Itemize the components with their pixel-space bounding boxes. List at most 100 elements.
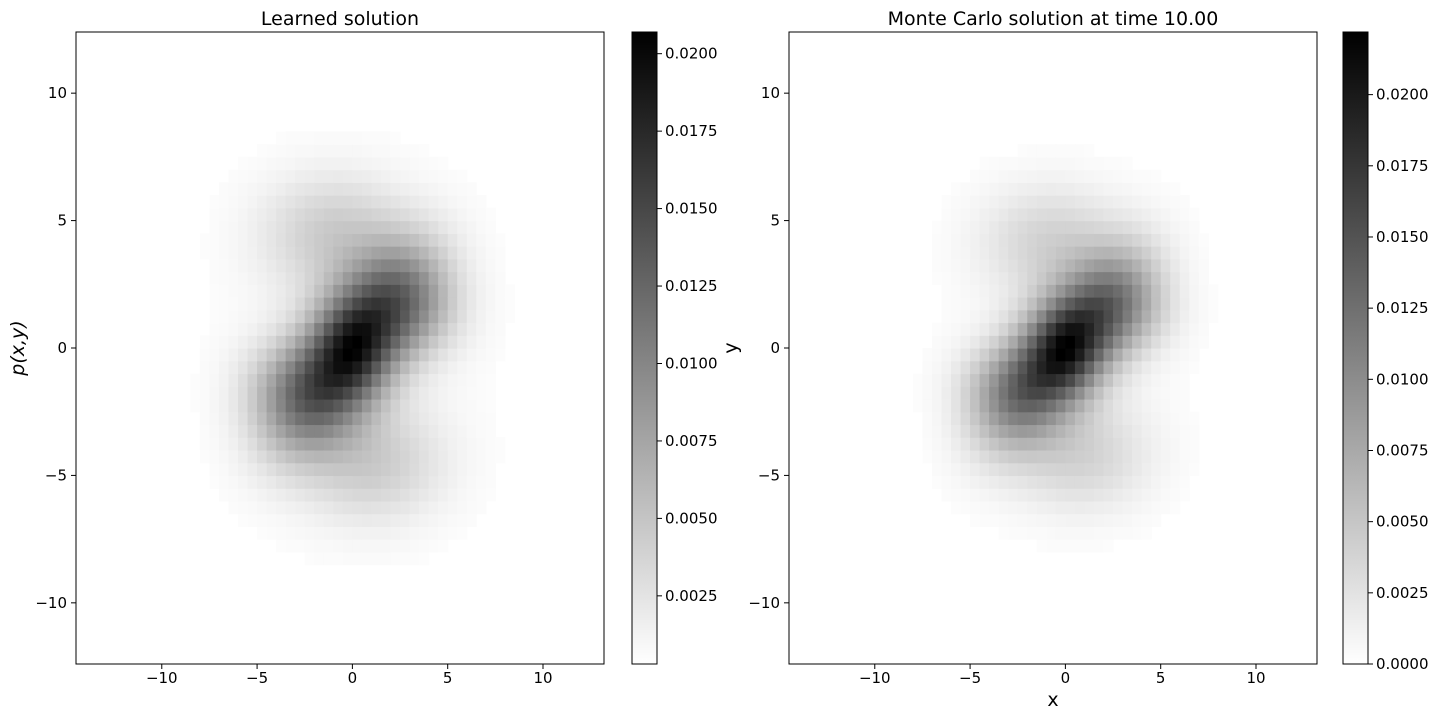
heatmap-cell [495, 284, 506, 298]
heatmap-cell [476, 411, 487, 426]
heatmap-cell [1132, 462, 1143, 477]
heatmap-cell [1046, 322, 1057, 336]
heatmap-cell [1113, 437, 1124, 451]
heatmap-cell [1036, 169, 1047, 183]
chart-title: Learned solution [261, 8, 419, 30]
heatmap-cell [1074, 539, 1086, 553]
heatmap-cell [1065, 462, 1076, 477]
heatmap-cell [409, 449, 420, 464]
heatmap-cell [970, 513, 981, 527]
heatmap-cell [960, 258, 971, 273]
heatmap-cell [266, 475, 277, 489]
heatmap-cells [912, 144, 1219, 553]
heatmap-cell [380, 284, 392, 298]
heatmap-cell [304, 513, 315, 527]
heatmap-cell [1141, 271, 1152, 285]
heatmap-cell [314, 322, 325, 336]
heatmap-cell [960, 271, 971, 285]
heatmap-cell [266, 284, 277, 298]
heatmap-cell [951, 182, 962, 196]
heatmap-cell [1017, 144, 1028, 158]
heatmap-cell [485, 424, 496, 438]
heatmap-cell [371, 220, 382, 234]
heatmap-cell [1113, 322, 1124, 336]
heatmap-cell [1179, 246, 1190, 260]
heatmap-cell [352, 462, 363, 477]
heatmap-cell [466, 437, 477, 451]
heatmap-cell [400, 271, 411, 285]
heatmap-cell [342, 144, 353, 158]
heatmap-cell [371, 462, 382, 477]
heatmap-cell [457, 360, 468, 375]
heatmap-cell [419, 386, 430, 400]
heatmap-cell [380, 207, 392, 222]
heatmap-cell [428, 246, 439, 260]
heatmap-cell [960, 309, 971, 324]
heatmap-cell [419, 437, 430, 451]
heatmap-cell [931, 424, 943, 438]
heatmap-cell [485, 398, 496, 413]
heatmap-cell [1046, 284, 1057, 298]
heatmap-cell [276, 437, 287, 451]
heatmap-cell [1074, 526, 1086, 540]
heatmap-cell [371, 246, 382, 260]
heatmap-cell [218, 437, 230, 451]
heatmap-cell [931, 360, 943, 375]
y-tick-label: −10 [748, 594, 780, 612]
heatmap-cell [266, 437, 277, 451]
heatmap-cell [466, 360, 477, 375]
colorbar [631, 31, 658, 665]
heatmap-cell [1122, 475, 1133, 489]
heatmap-cell [1046, 449, 1057, 464]
heatmap-cell [1103, 411, 1114, 426]
heatmap-cell [400, 475, 411, 489]
heatmap-cell [998, 195, 1009, 209]
heatmap-cell [1017, 348, 1028, 362]
heatmap-cell [466, 182, 477, 196]
heatmap-cell [342, 500, 353, 515]
heatmap-cell [390, 424, 401, 438]
heatmap-cell [989, 360, 1000, 375]
heatmap-cell [238, 386, 249, 400]
colorbar-tick-label: 0.0025 [1376, 584, 1429, 602]
heatmap-cell [1113, 398, 1124, 413]
heatmap-cell [428, 309, 439, 324]
heatmap-cell [209, 284, 220, 298]
heatmap-cell [314, 411, 325, 426]
heatmap-cell [400, 284, 411, 298]
heatmap-cell [447, 335, 458, 349]
heatmap-cell [295, 258, 306, 273]
heatmap-cell [1103, 500, 1114, 515]
heatmap-cell [970, 233, 981, 247]
heatmap-cell [438, 539, 449, 553]
heatmap-cell [428, 437, 439, 451]
heatmap-cell [941, 475, 952, 489]
heatmap-cell [409, 348, 420, 362]
heatmap-cell [276, 271, 287, 285]
heatmap-cell [342, 348, 353, 362]
heatmap-cell [457, 207, 468, 222]
heatmap-cell [970, 437, 981, 451]
heatmap-cell [1113, 360, 1124, 375]
heatmap-cell [1027, 144, 1038, 158]
heatmap-cell [419, 297, 430, 311]
heatmap-cell [371, 539, 382, 553]
heatmap-cell [998, 449, 1009, 464]
heatmap-cell [1122, 488, 1133, 502]
heatmap-cell [238, 169, 249, 183]
heatmap-cell [361, 335, 373, 349]
heatmap-cell [266, 220, 277, 234]
heatmap-cell [257, 513, 268, 527]
colorbar-tick-label: 0.0125 [665, 277, 718, 295]
heatmap-cell [1151, 360, 1162, 375]
heatmap-cell [266, 335, 277, 349]
heatmap-cell [998, 513, 1009, 527]
heatmap-cell [1103, 539, 1114, 553]
heatmap-cell [238, 411, 249, 426]
heatmap-cell [390, 207, 401, 222]
heatmap-cell [1008, 195, 1019, 209]
heatmap-cell [1113, 195, 1124, 209]
heatmap-cell [380, 488, 392, 502]
heatmap-cell [1065, 449, 1076, 464]
